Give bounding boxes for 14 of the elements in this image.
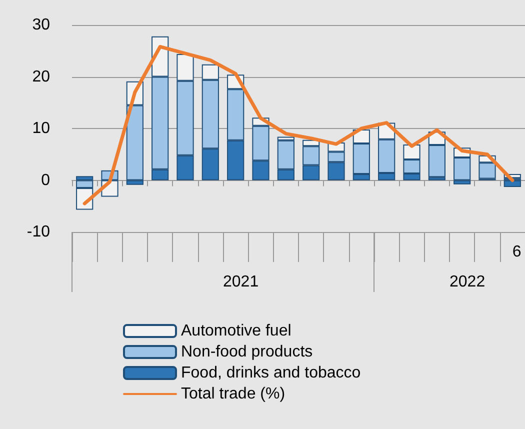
x-tick-label: 6 [512, 244, 522, 260]
y-tick-label: 20 [32, 68, 50, 86]
legend-label: Total trade (%) [181, 386, 286, 402]
legend-label: Food, drinks and tobacco [181, 364, 361, 382]
legend-label: Automotive fuel [181, 322, 292, 340]
y-tick-label: 10 [32, 120, 50, 137]
text: 2021 [223, 274, 259, 290]
line-series [82, 44, 514, 206]
legend-label: Non-food products [181, 344, 313, 360]
y-tick-label: 30 [32, 16, 50, 34]
text: 2022 [450, 274, 486, 290]
bar [504, 180, 521, 187]
y-tick-label: -10 [26, 224, 50, 240]
y-tick-label: 0 [41, 172, 50, 189]
